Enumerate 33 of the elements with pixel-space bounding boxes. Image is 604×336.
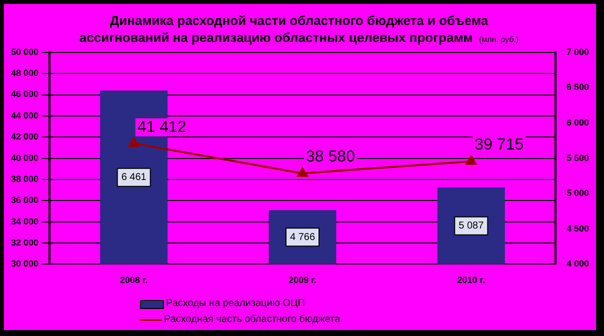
- y2-tick-label: 6 500: [566, 82, 590, 92]
- y2-tick-label: 5 000: [566, 188, 590, 198]
- y-tick-label: 36 000: [10, 195, 39, 206]
- data-label: 41 412: [137, 118, 186, 136]
- y-tick-label: 34 000: [10, 216, 39, 226]
- y-tick-label: 46 000: [10, 89, 39, 100]
- y-tick-label: 30 000: [10, 258, 39, 269]
- y2-tick-label: 7 000: [566, 46, 590, 57]
- data-label: 4 766: [290, 232, 316, 243]
- y-tick-label: 40 000: [10, 152, 39, 163]
- y2-tick-label: 4 000: [566, 258, 590, 269]
- data-label: 39 715: [474, 136, 524, 154]
- y-tick-label: 32 000: [10, 238, 39, 248]
- x-tick-label: 2009 г.: [288, 275, 316, 286]
- point: [466, 155, 476, 165]
- point: [128, 137, 140, 147]
- legend-label: Расходы на реализацию ОЦП: [166, 297, 305, 311]
- y2-tick-label: 5 500: [566, 152, 590, 163]
- y-tick-label: 42 000: [10, 132, 39, 142]
- y-tick-label: 38 000: [10, 174, 39, 184]
- legend-label: Расходная часть областного бюджета: [164, 313, 340, 327]
- data-label: 5 087: [458, 220, 484, 232]
- x-tick-label: 2008 г.: [120, 275, 148, 286]
- point: [297, 167, 308, 177]
- y-tick-label: 44 000: [10, 110, 39, 120]
- data-label: 38 580: [306, 148, 356, 166]
- y2-tick-label: 4 500: [566, 223, 590, 234]
- y-tick-label: 50 000: [10, 46, 39, 57]
- y2-tick-label: 6 000: [566, 117, 590, 128]
- x-tick-label: 2010 г.: [457, 275, 486, 286]
- text: (млн. руб.): [478, 35, 519, 44]
- y-tick-label: 48 000: [10, 68, 39, 78]
- data-label: 6 461: [121, 172, 147, 184]
